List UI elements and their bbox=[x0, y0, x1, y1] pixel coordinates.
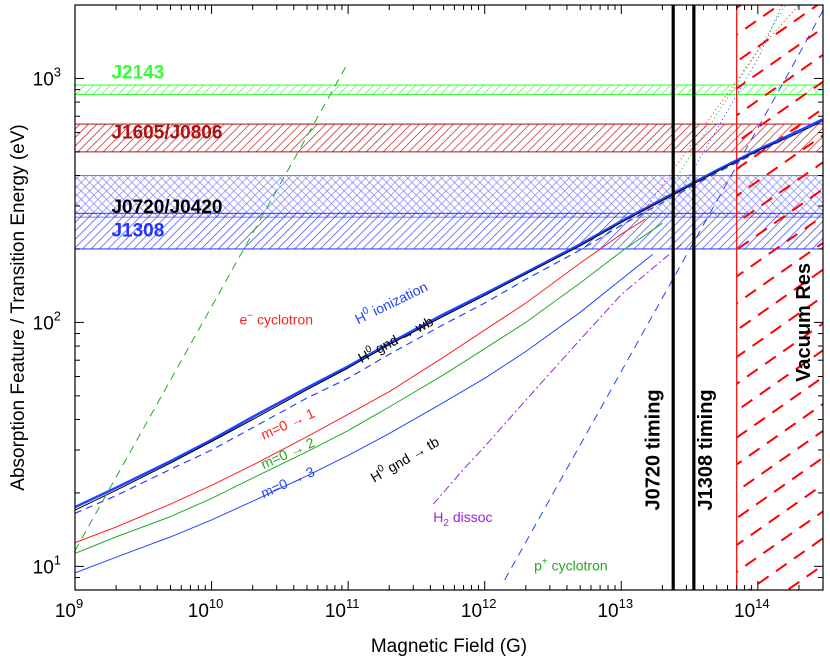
vline-label-j0720-timing: J0720 timing bbox=[642, 389, 664, 510]
band-j1605-j0806 bbox=[75, 123, 823, 153]
bands-layer bbox=[75, 84, 823, 250]
x-tick-label: 1011 bbox=[325, 596, 360, 622]
band-j1308 bbox=[75, 212, 823, 250]
x-tick-label: 1010 bbox=[188, 596, 224, 622]
series-layer bbox=[75, 5, 823, 581]
series-label-h2-dissoc: H2 dissoc bbox=[433, 509, 492, 529]
vacuum-region bbox=[736, 5, 823, 590]
band-label-j1308: J1308 bbox=[111, 220, 164, 241]
series-m-0-to-2 bbox=[75, 222, 663, 554]
series-label-h0-gnd-to-tb: H0 gnd → tb bbox=[367, 432, 442, 485]
y-tick-label: 102 bbox=[33, 308, 61, 334]
band-label-j2143: J2143 bbox=[111, 62, 164, 83]
vacuum-label: Vacuum Res bbox=[793, 263, 815, 382]
x-tick-label: 109 bbox=[55, 596, 83, 622]
series-h2-dissoc bbox=[432, 243, 683, 505]
series-h0-gnd-to-wb bbox=[75, 120, 823, 511]
y-tick-label: 103 bbox=[33, 64, 61, 90]
x-tick-label: 1013 bbox=[597, 596, 633, 622]
vacuum-layer bbox=[736, 5, 823, 590]
band-label-j0720-j0420: J0720/J0420 bbox=[111, 197, 222, 218]
series-dotted-c bbox=[677, 5, 783, 197]
series-e-cyclotron bbox=[75, 62, 349, 551]
vline-label-j1308-timing: J1308 timing bbox=[695, 389, 717, 510]
series-p-cyclotron bbox=[504, 10, 823, 581]
band-j2143 bbox=[75, 84, 823, 95]
frame-layer bbox=[74, 4, 824, 591]
y-axis-label: Absorption Feature / Transition Energy (… bbox=[8, 124, 29, 490]
x-axis-label: Magnetic Field (G) bbox=[371, 636, 527, 657]
plot-frame bbox=[74, 4, 824, 591]
y-tick-label: 101 bbox=[33, 552, 61, 578]
x-tick-label: 1012 bbox=[461, 596, 497, 622]
series-m-0-to-3 bbox=[75, 254, 654, 574]
band-crosshatch bbox=[75, 175, 823, 218]
series-blue-dashed bbox=[75, 120, 823, 514]
series-m-0-to-1 bbox=[75, 218, 646, 544]
series-h0-ionization bbox=[75, 118, 823, 509]
series-label-e-cyclotron: e− cyclotron bbox=[239, 311, 313, 328]
band-label-j1605-j0806: J1605/J0806 bbox=[111, 123, 222, 144]
series-dotted-b bbox=[661, 5, 787, 200]
series-label-p-cyclotron: p+ cyclotron bbox=[534, 557, 608, 574]
vertical-lines-layer bbox=[671, 5, 696, 590]
x-tick-label: 1014 bbox=[734, 596, 770, 622]
